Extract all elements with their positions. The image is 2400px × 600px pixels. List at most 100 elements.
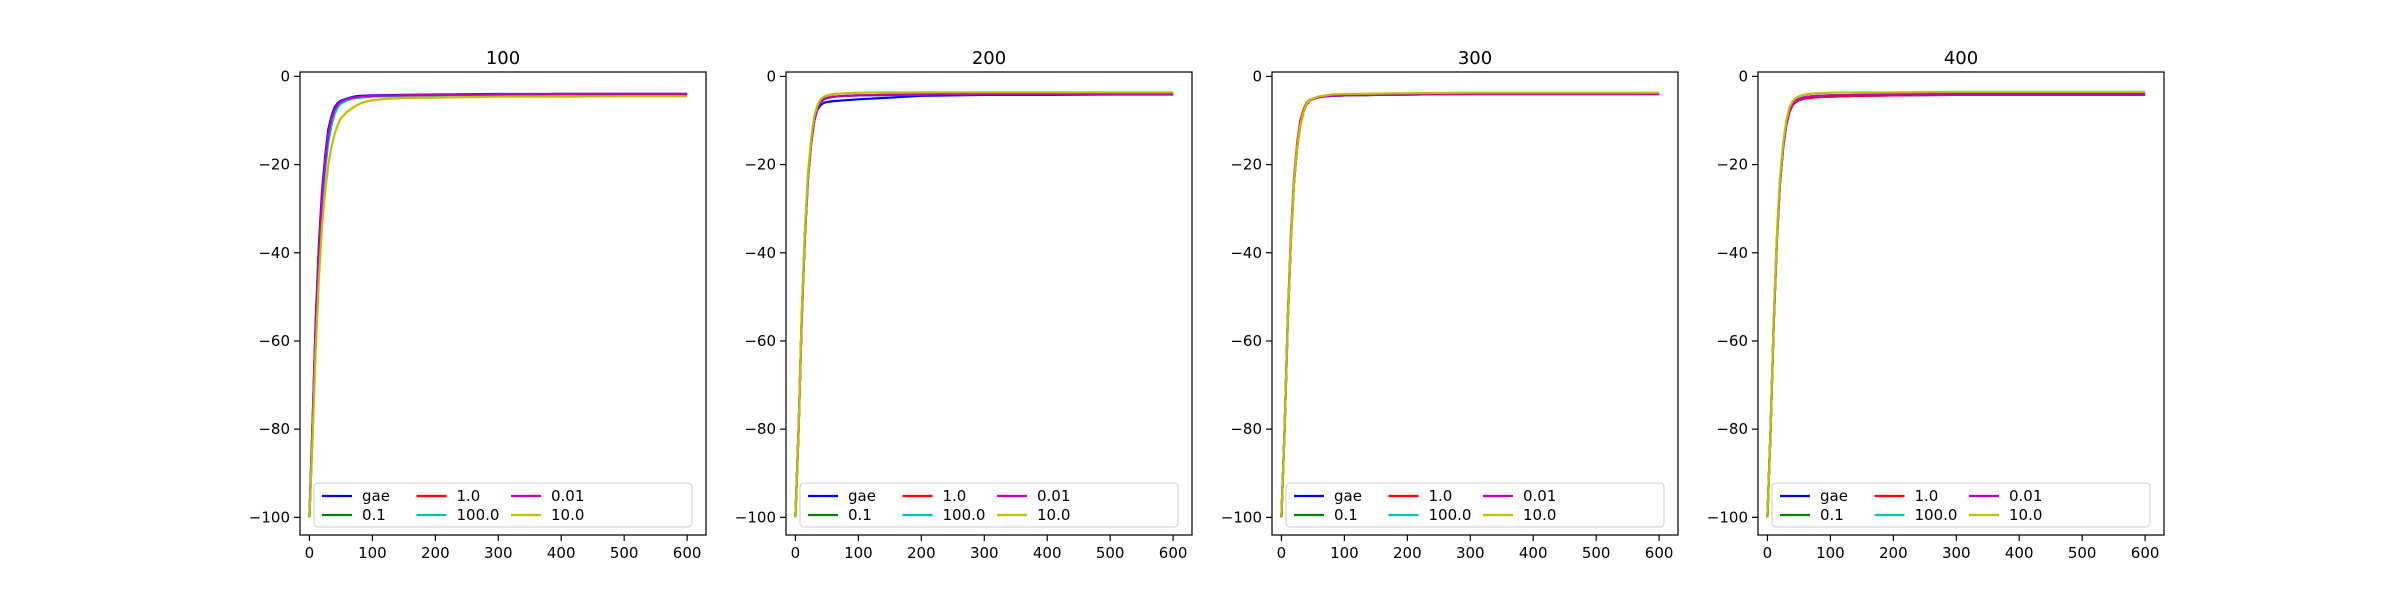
legend-label: 10.0 <box>1523 506 1556 524</box>
x-tick-label: 400 <box>1033 544 1062 562</box>
series-line-0.1 <box>794 92 1174 518</box>
series-line-100.0 <box>308 92 688 518</box>
x-tick-label: 500 <box>1582 544 1611 562</box>
x-tick-label: 300 <box>484 544 513 562</box>
y-tick-label: −20 <box>1230 156 1262 174</box>
series-line-10.0 <box>794 91 1174 518</box>
subplot-title: 200 <box>972 48 1006 69</box>
x-tick-label: 600 <box>673 544 702 562</box>
legend-label: 0.01 <box>2009 487 2042 505</box>
axes-frame <box>1757 71 2165 536</box>
legend-label: gae <box>1820 487 1848 505</box>
y-tick-label: −60 <box>258 332 290 350</box>
y-tick-label: −20 <box>258 156 290 174</box>
x-tick-label: 400 <box>1519 544 1548 562</box>
legend-label: 0.01 <box>1037 487 1070 505</box>
x-tick-label: 600 <box>2131 544 2160 562</box>
x-tick-label: 300 <box>970 544 999 562</box>
subplot-title: 100 <box>486 48 520 69</box>
legend-label: gae <box>848 487 876 505</box>
y-tick-label: −80 <box>744 420 776 438</box>
y-tick-label: −80 <box>1716 420 1748 438</box>
subplot-400: 400 0 100 200 300 400 500 600 0 −20 −40 −60 −80 −100 g… <box>1707 48 2165 562</box>
x-tick-label: 100 <box>358 544 387 562</box>
y-tick-label: −100 <box>249 508 290 526</box>
y-tick-label: −20 <box>1716 156 1748 174</box>
x-tick-label: 500 <box>1096 544 1125 562</box>
x-tick-label: 0 <box>305 544 315 562</box>
x-tick-label: 300 <box>1456 544 1485 562</box>
legend-box <box>313 482 693 528</box>
legend-label: 10.0 <box>1037 506 1070 524</box>
x-tick-label: 400 <box>547 544 576 562</box>
legend-label: 0.1 <box>362 506 386 524</box>
x-tick-label: 500 <box>2068 544 2097 562</box>
series-line-1.0 <box>1766 93 2146 518</box>
y-tick-label: 0 <box>1252 67 1262 85</box>
series-line-gae <box>1280 92 1660 518</box>
x-tick-label: 100 <box>844 544 873 562</box>
x-tick-label: 200 <box>1393 544 1422 562</box>
subplot-title: 300 <box>1458 48 1492 69</box>
x-tick-label: 100 <box>1330 544 1359 562</box>
subplot-100: 100 0 100 200 300 400 500 600 0 −20 −40 −60 −80 −100 g… <box>249 48 707 562</box>
x-tick-label: 100 <box>1816 544 1845 562</box>
y-tick-label: −100 <box>1707 508 1748 526</box>
legend-label: 100.0 <box>457 506 500 524</box>
x-tick-label: 200 <box>1879 544 1908 562</box>
series-line-0.01 <box>1280 92 1660 518</box>
series-line-gae <box>308 92 688 518</box>
x-tick-label: 0 <box>1277 544 1287 562</box>
x-tick-label: 600 <box>1159 544 1188 562</box>
axes-frame <box>785 71 1193 536</box>
y-tick-label: −40 <box>1230 244 1262 262</box>
legend-label: 0.01 <box>551 487 584 505</box>
x-tick-label: 300 <box>1942 544 1971 562</box>
series-line-10.0 <box>308 95 688 518</box>
legend-label: 0.1 <box>1820 506 1844 524</box>
y-tick-label: −40 <box>744 244 776 262</box>
legend-label: 1.0 <box>943 487 967 505</box>
y-tick-label: −80 <box>1230 420 1262 438</box>
legend-label: 100.0 <box>1915 506 1958 524</box>
series-line-1.0 <box>794 92 1174 518</box>
subplot-300: 300 0 100 200 300 400 500 600 0 −20 −40 −60 −80 −100 g… <box>1221 48 1679 562</box>
axes-frame <box>1271 71 1679 536</box>
legend-label: 1.0 <box>1429 487 1453 505</box>
y-tick-label: −100 <box>735 508 776 526</box>
legend-label: 1.0 <box>457 487 481 505</box>
y-tick-label: −40 <box>1716 244 1748 262</box>
legend-label: 10.0 <box>551 506 584 524</box>
x-tick-label: 0 <box>1763 544 1773 562</box>
legend-box <box>799 482 1179 528</box>
subplot-200: 200 0 100 200 300 400 500 600 0 −20 −40 −60 −80 −100 g… <box>735 48 1193 562</box>
y-tick-label: −60 <box>1716 332 1748 350</box>
y-tick-label: −60 <box>744 332 776 350</box>
legend-label: gae <box>1334 487 1362 505</box>
legend-label: 0.1 <box>848 506 872 524</box>
y-tick-label: 0 <box>280 67 290 85</box>
series-group <box>308 92 688 518</box>
series-line-0.1 <box>308 92 688 518</box>
legend-label: 0.1 <box>1334 506 1358 524</box>
series-line-100.0 <box>1766 92 2146 518</box>
subplot-title: 400 <box>1944 48 1978 69</box>
legend-label: 0.01 <box>1523 487 1556 505</box>
legend-box <box>1771 482 2151 528</box>
y-tick-label: 0 <box>1738 67 1748 85</box>
y-tick-label: 0 <box>766 67 776 85</box>
y-tick-label: −40 <box>258 244 290 262</box>
series-line-0.01 <box>794 92 1174 518</box>
legend-box <box>1285 482 1665 528</box>
series-line-1.0 <box>308 92 688 518</box>
x-tick-label: 200 <box>421 544 450 562</box>
legend-label: gae <box>362 487 390 505</box>
series-line-10.0 <box>1766 90 2146 518</box>
x-tick-label: 600 <box>1645 544 1674 562</box>
legend-label: 1.0 <box>1915 487 1939 505</box>
legend-label: 100.0 <box>1429 506 1472 524</box>
